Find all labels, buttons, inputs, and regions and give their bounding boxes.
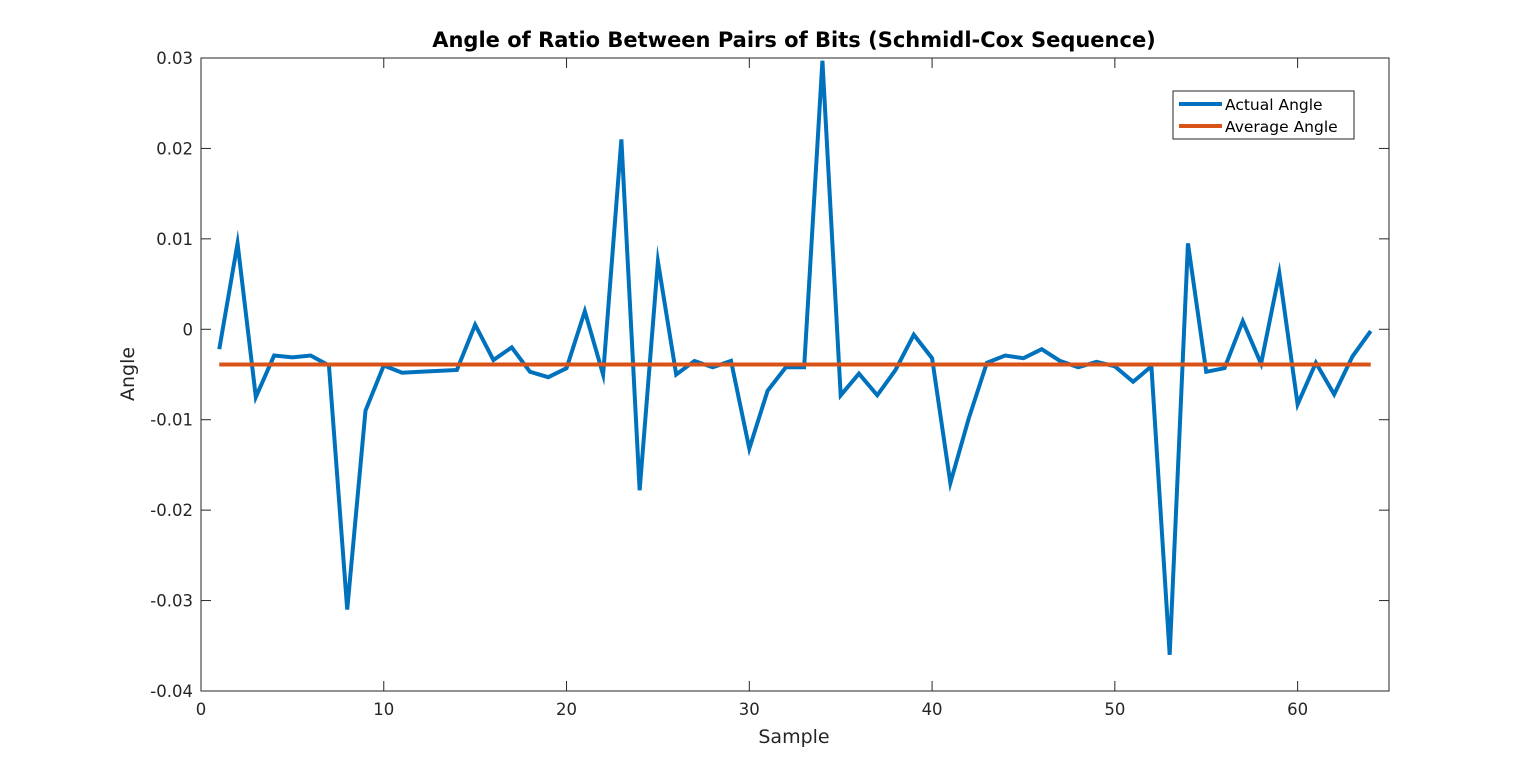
legend-label-average-angle: Average Angle bbox=[1225, 118, 1338, 136]
legend-box bbox=[1172, 90, 1355, 140]
y-axis-label: Angle bbox=[117, 347, 139, 401]
x-tick-label: 60 bbox=[1287, 700, 1308, 719]
y-tick-label: 0.01 bbox=[156, 230, 193, 249]
x-axis-label: Sample bbox=[758, 726, 829, 748]
y-tick-label: 0.03 bbox=[156, 49, 193, 68]
x-tick-label: 10 bbox=[373, 700, 394, 719]
chart-title: Angle of Ratio Between Pairs of Bits (Sc… bbox=[432, 28, 1156, 52]
x-tick-label: 50 bbox=[1104, 700, 1125, 719]
series-line-actual-angle bbox=[217, 60, 1373, 655]
y-tick-label: -0.01 bbox=[150, 411, 193, 430]
y-tick-label: -0.02 bbox=[150, 501, 193, 520]
x-tick-label: 0 bbox=[196, 700, 207, 719]
legend-label-actual-angle: Actual Angle bbox=[1225, 96, 1323, 114]
x-tick-label: 40 bbox=[922, 700, 943, 719]
plot-area bbox=[200, 57, 1390, 692]
y-tick-label: -0.03 bbox=[150, 592, 193, 611]
x-tick-label: 30 bbox=[739, 700, 760, 719]
x-tick-label: 20 bbox=[556, 700, 577, 719]
series-layer bbox=[217, 60, 1373, 655]
legend: Actual Angle Average Angle bbox=[1172, 90, 1355, 140]
y-tick-label: 0 bbox=[183, 320, 194, 339]
axis-ticks: 0 10 20 30 40 50 60 0.03 0.02 0.01 0 -0.01 -0.02 -0.0… bbox=[150, 49, 1389, 719]
y-tick-label: 0.02 bbox=[156, 139, 193, 158]
y-tick-label: -0.04 bbox=[150, 682, 193, 701]
